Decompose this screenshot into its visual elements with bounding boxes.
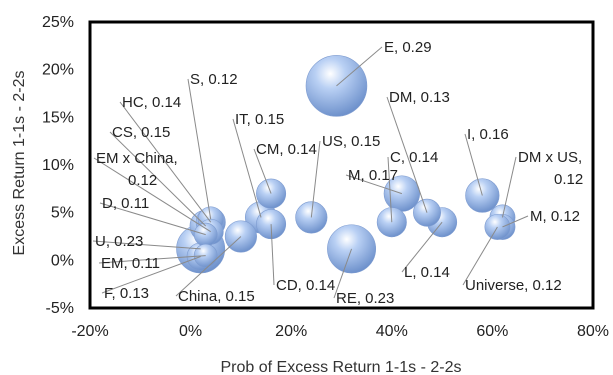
- x-axis-title: Prob of Excess Return 1-1s - 2-2s: [221, 359, 462, 375]
- leader-line: [310, 140, 321, 218]
- leader-line: [464, 133, 483, 196]
- leader-line: [93, 157, 211, 233]
- leader-line: [270, 224, 275, 286]
- leader-line: [386, 96, 428, 213]
- data-label: Universe, 0.12: [465, 277, 562, 294]
- leader-line: [501, 156, 517, 218]
- leader-line: [333, 248, 353, 299]
- x-tick-label: -20%: [71, 323, 108, 340]
- data-label: HC, 0.14: [122, 94, 181, 111]
- data-label: EM, 0.11: [101, 255, 160, 272]
- data-label: DM, 0.13: [389, 89, 450, 106]
- data-label: RE, 0.23: [336, 290, 394, 307]
- leader-line: [336, 46, 383, 87]
- y-tick-label: 15%: [42, 109, 74, 126]
- leader-lines: [92, 46, 529, 299]
- data-label: M, 0.17: [348, 167, 398, 184]
- leader-line: [253, 148, 272, 194]
- leader-line: [119, 101, 212, 223]
- y-tick-label: 0%: [51, 252, 74, 269]
- y-tick-label: 25%: [42, 14, 74, 31]
- x-tick-label: 40%: [376, 323, 408, 340]
- leader-line: [98, 255, 206, 264]
- leader-line: [502, 215, 529, 228]
- data-label: CM, 0.14: [256, 141, 317, 158]
- leader-line: [99, 202, 206, 236]
- x-tick-label: 80%: [577, 323, 609, 340]
- data-label: M, 0.12: [530, 208, 580, 225]
- data-label: D, 0.11: [102, 195, 149, 212]
- bubble-dm: [413, 198, 441, 227]
- data-label: S, 0.12: [190, 71, 238, 88]
- data-label: DM x US, 0.12: [518, 149, 583, 188]
- x-tick-label: 0%: [179, 323, 202, 340]
- data-label: F, 0.13: [104, 285, 149, 302]
- y-tick-label: 20%: [42, 62, 74, 79]
- y-tick-label: -5%: [46, 300, 74, 317]
- leader-line: [109, 131, 207, 227]
- leader-line: [387, 156, 393, 223]
- bubble-e: [305, 55, 368, 117]
- x-tick-labels: -20% 0% 20% 40% 60% 80%: [71, 323, 609, 340]
- data-label: CS, 0.15: [112, 124, 170, 141]
- leader-line: [401, 221, 443, 273]
- leader-line: [101, 256, 201, 294]
- data-label: CD, 0.14: [276, 277, 335, 294]
- bubble-i: [465, 178, 500, 213]
- data-label: E, 0.29: [384, 39, 432, 56]
- leader-line: [345, 174, 403, 195]
- leader-line: [92, 240, 201, 250]
- data-label: C, 0.14: [390, 149, 438, 166]
- data-label: US, 0.15: [322, 133, 380, 150]
- data-label: U, 0.23: [95, 233, 143, 250]
- x-tick-label: 60%: [476, 323, 508, 340]
- x-tick-label: 20%: [275, 323, 307, 340]
- leader-line: [175, 236, 242, 297]
- y-tick-label: 5%: [51, 205, 74, 222]
- y-axis-title: Excess Return 1-1s - 2-2s: [11, 71, 28, 256]
- data-labels: E, 0.29 S, 0.12 HC, 0.14 IT, 0.15 CS, 0.15 CM…: [95, 39, 583, 307]
- bubble-universe: [484, 214, 511, 240]
- data-label: L, 0.14: [404, 264, 450, 281]
- y-tick-labels: -5% 0% 5% 10% 15% 20% 25%: [42, 14, 74, 317]
- data-label: China, 0.15: [178, 288, 255, 305]
- leader-line: [187, 78, 212, 220]
- leader-line: [462, 226, 498, 286]
- data-label: I, 0.16: [467, 126, 509, 143]
- data-label: IT, 0.15: [235, 111, 284, 128]
- leader-line: [232, 118, 262, 218]
- data-label: EM x China, 0.12: [96, 150, 178, 189]
- y-tick-label: 10%: [42, 157, 74, 174]
